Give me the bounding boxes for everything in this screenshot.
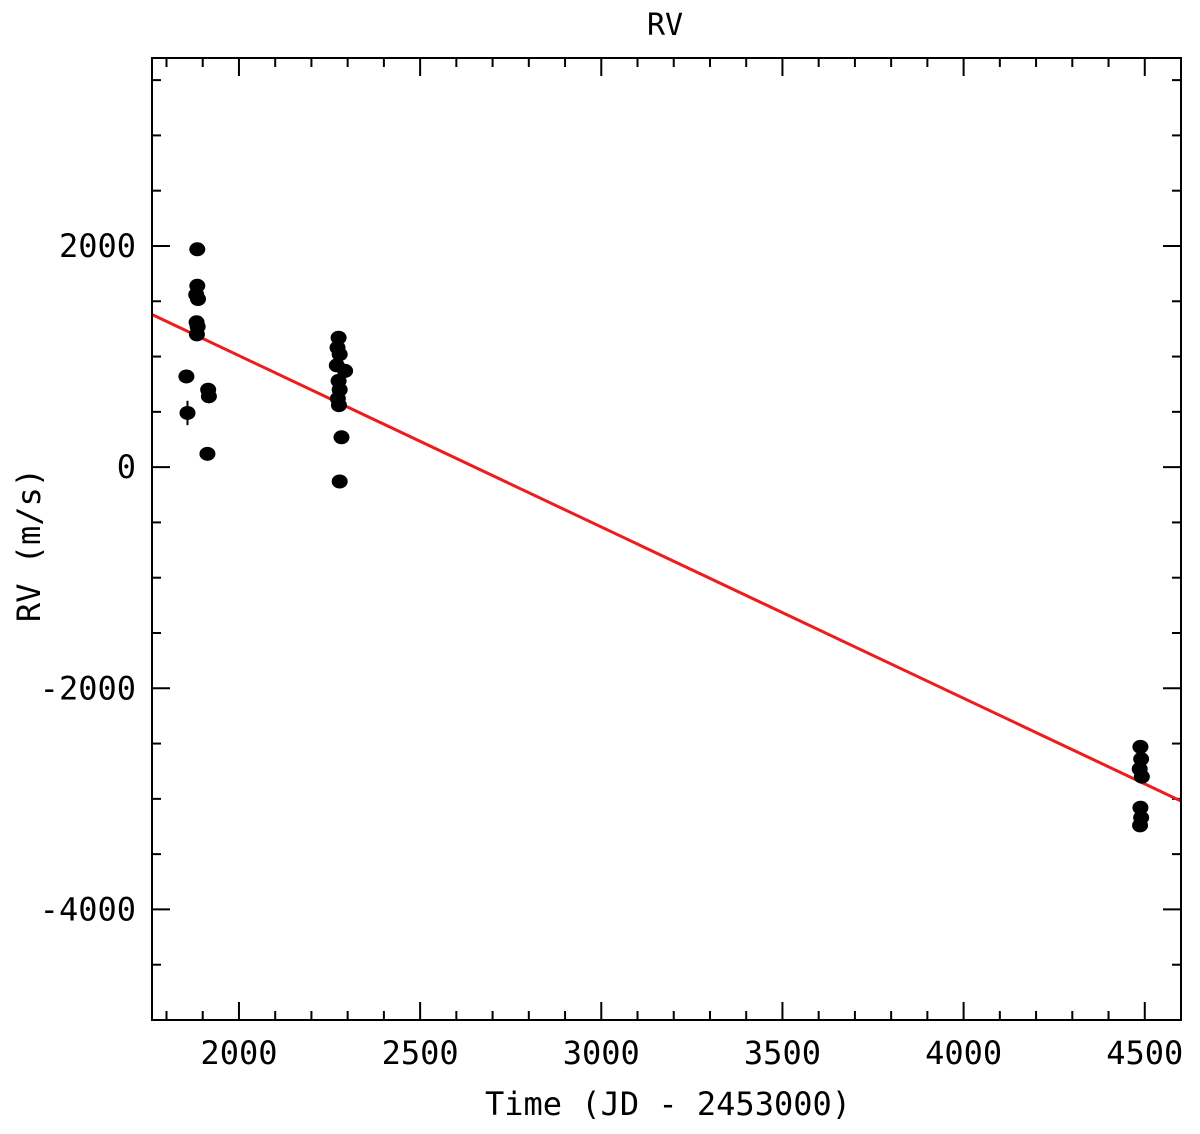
data-point (1132, 818, 1149, 833)
data-points (178, 242, 1150, 833)
data-point (333, 430, 350, 445)
point-marker (188, 327, 205, 342)
fit-line-group (151, 313, 1182, 803)
data-point (199, 446, 216, 461)
data-point (179, 400, 196, 426)
data-point (331, 474, 348, 489)
y-tick-label: -4000 (40, 890, 136, 928)
data-point (189, 242, 206, 257)
plot-frame (151, 57, 1182, 1021)
y-tick-label: 0 (117, 448, 136, 486)
x-tick-label: 4500 (1106, 1034, 1183, 1072)
fit-line (151, 313, 1182, 803)
data-point (190, 292, 207, 307)
point-marker (1132, 800, 1149, 815)
point-marker (179, 405, 196, 420)
point-marker (178, 369, 195, 384)
point-marker (1132, 818, 1149, 833)
point-marker (331, 347, 348, 362)
point-marker (1132, 739, 1149, 754)
data-point (1132, 800, 1149, 815)
point-marker (200, 389, 217, 404)
x-tick-label: 2500 (382, 1034, 459, 1072)
data-point (200, 389, 217, 404)
data-point (188, 327, 205, 342)
axis-ticks (152, 58, 1182, 1021)
y-tick-label: -2000 (40, 669, 136, 707)
data-point (178, 369, 195, 384)
y-axis-label: RV (m/s) (10, 468, 48, 622)
x-tick-label: 3000 (563, 1034, 640, 1072)
chart-title: RV (647, 8, 683, 43)
data-point (1133, 769, 1150, 784)
point-marker (333, 430, 350, 445)
x-tick-label: 2000 (200, 1034, 277, 1072)
x-tick-label: 3500 (744, 1034, 821, 1072)
point-marker (190, 292, 207, 307)
point-marker (330, 398, 347, 413)
data-point (1132, 739, 1149, 754)
data-point (330, 398, 347, 413)
point-marker (199, 446, 216, 461)
tick-labels: 2000 2500 3000 3500 4000 4500 -4000 -2000 0 2000 (40, 227, 1184, 1072)
data-point (331, 347, 348, 362)
point-marker (189, 242, 206, 257)
point-marker (331, 474, 348, 489)
y-tick-label: 2000 (59, 227, 136, 265)
point-marker (1133, 769, 1150, 784)
x-tick-label: 4000 (925, 1034, 1002, 1072)
x-axis-label: Time (JD - 2453000) (485, 1085, 851, 1123)
